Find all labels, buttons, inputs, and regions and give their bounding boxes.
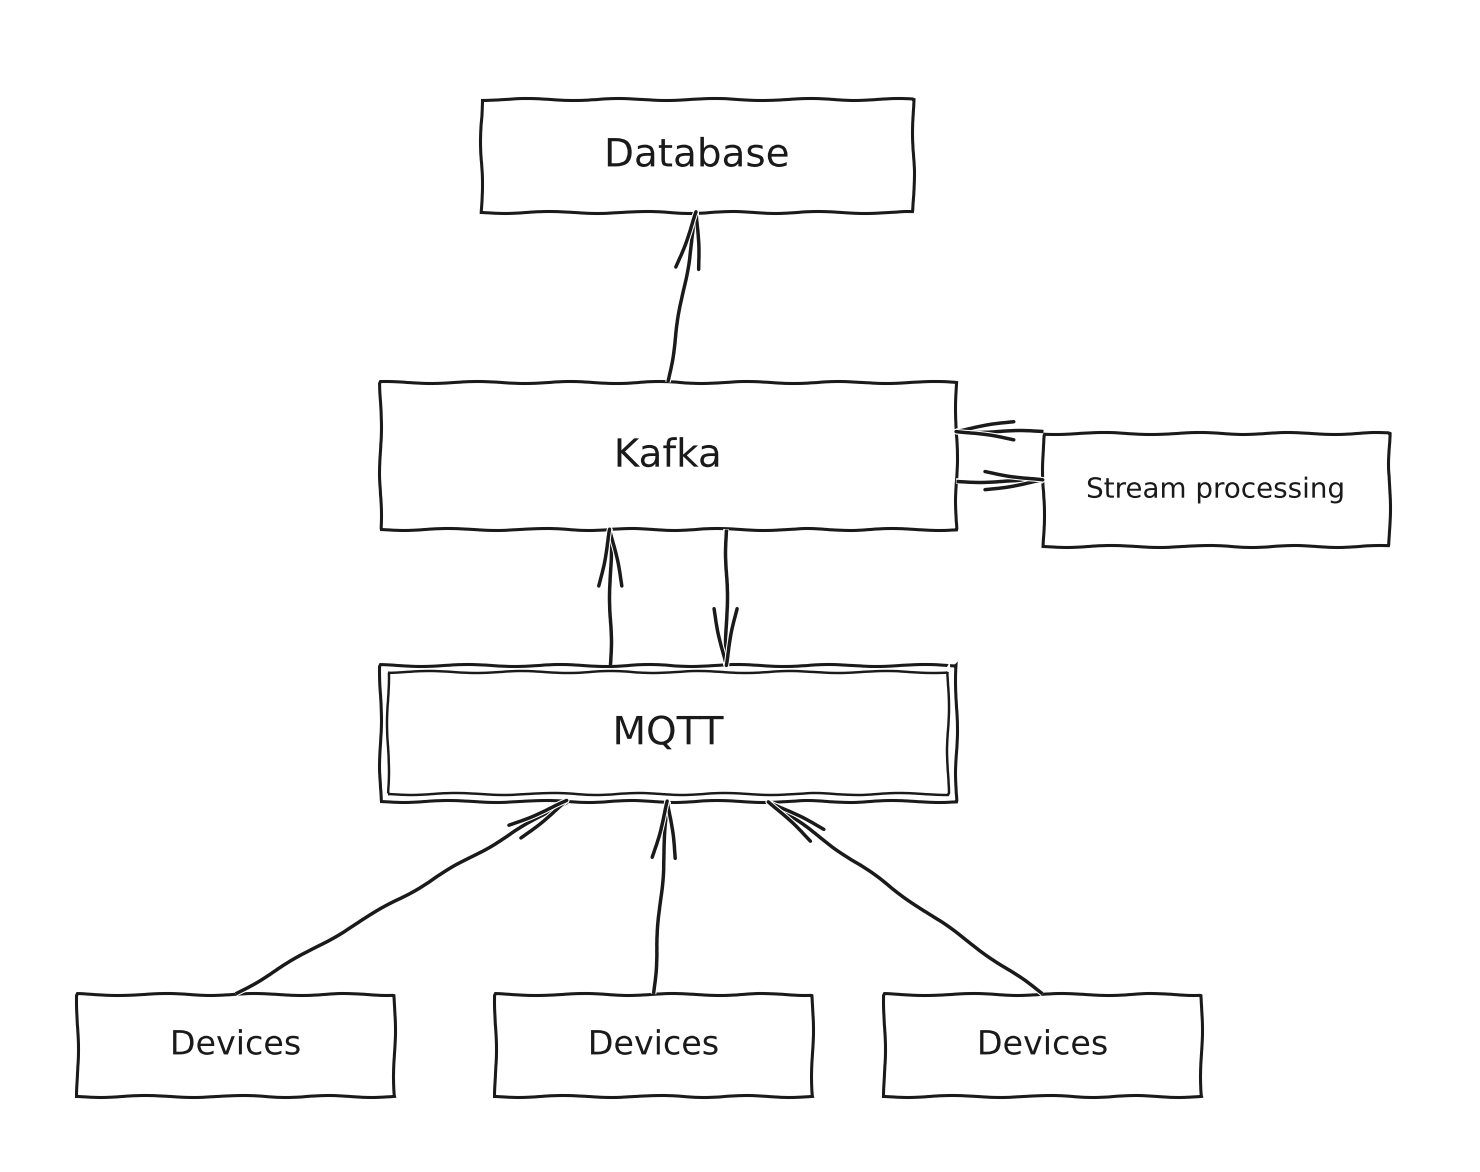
- Bar: [77, 994, 394, 1096]
- Text: Stream processing: Stream processing: [1086, 476, 1345, 504]
- Bar: [494, 994, 813, 1096]
- Bar: [1042, 432, 1388, 546]
- Text: Devices: Devices: [588, 1028, 719, 1062]
- Bar: [380, 666, 956, 802]
- Bar: [481, 98, 913, 212]
- Text: Database: Database: [604, 136, 789, 175]
- Text: Kafka: Kafka: [614, 437, 722, 475]
- Bar: [884, 994, 1202, 1096]
- Text: Devices: Devices: [977, 1028, 1109, 1062]
- Text: Devices: Devices: [170, 1028, 302, 1062]
- Bar: [388, 672, 947, 795]
- Text: MQTT: MQTT: [613, 714, 724, 752]
- Bar: [380, 382, 956, 530]
